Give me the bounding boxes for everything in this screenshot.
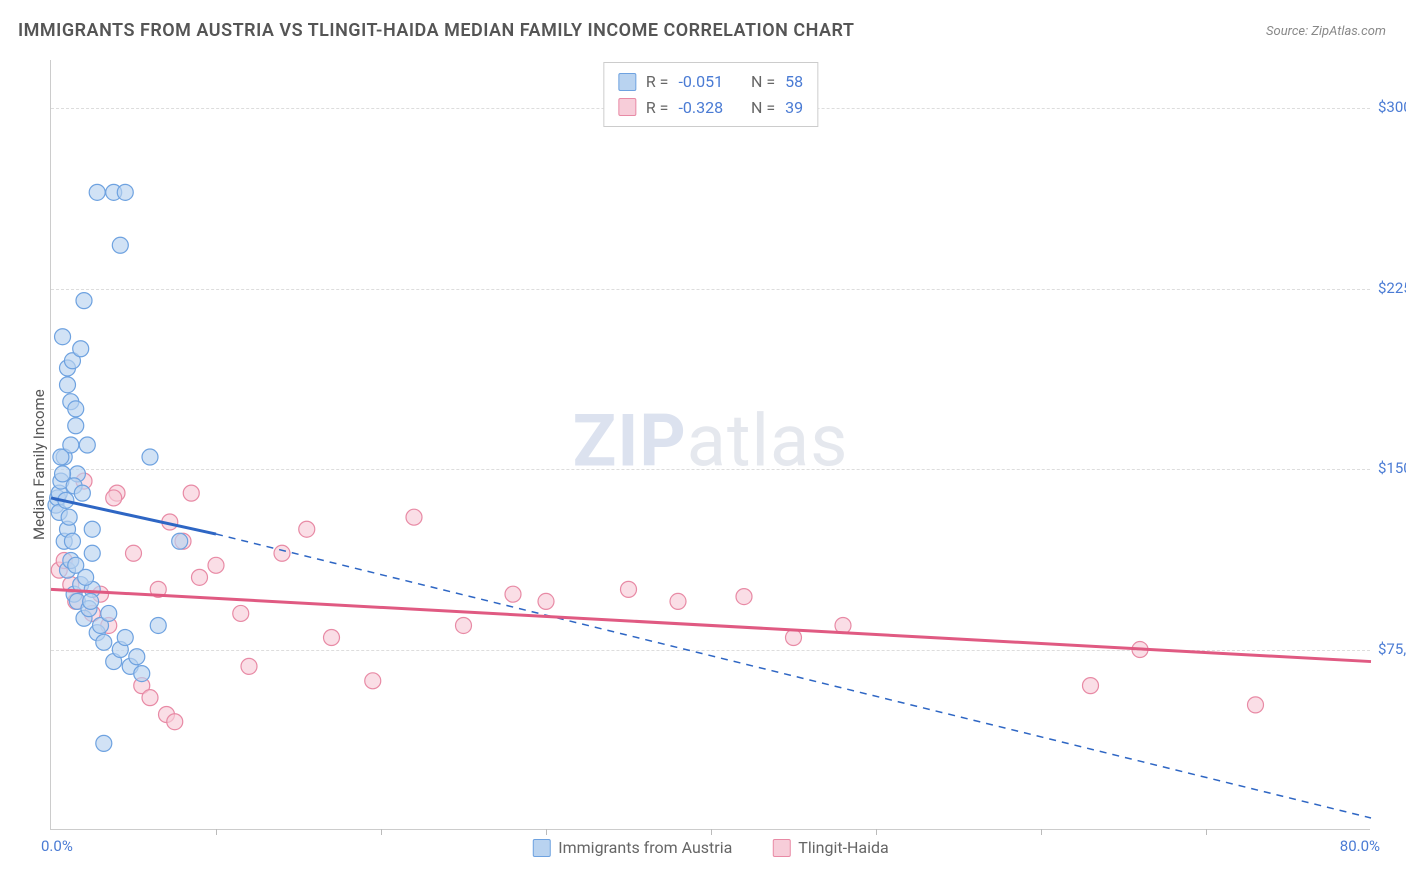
data-point <box>96 735 112 751</box>
data-point <box>55 329 71 345</box>
y-tick-label: $75,000 <box>1378 640 1406 658</box>
data-point <box>83 593 99 609</box>
data-point <box>61 509 77 525</box>
data-point <box>60 377 76 393</box>
data-point <box>129 649 145 665</box>
x-tick <box>876 829 877 835</box>
x-tick <box>1041 829 1042 835</box>
data-point <box>134 666 150 682</box>
data-point <box>1248 697 1264 713</box>
scatter-svg <box>51 60 1370 829</box>
stats-legend-box: R = -0.051 N = 58 R = -0.328 N = 39 <box>603 62 818 127</box>
data-point <box>74 485 90 501</box>
data-point <box>241 658 257 674</box>
data-point <box>101 605 117 621</box>
data-point <box>142 690 158 706</box>
data-point <box>183 485 199 501</box>
data-point <box>79 437 95 453</box>
y-tick-label: $150,000 <box>1378 459 1406 477</box>
data-point <box>736 589 752 605</box>
data-point <box>112 237 128 253</box>
stats-row-series-0: R = -0.051 N = 58 <box>618 69 803 95</box>
data-point <box>78 569 94 585</box>
x-tick <box>1206 829 1207 835</box>
data-point <box>365 673 381 689</box>
x-axis-max-label: 80.0% <box>1340 837 1380 855</box>
data-point <box>274 545 290 561</box>
chart-title: IMMIGRANTS FROM AUSTRIA VS TLINGIT-HAIDA… <box>18 20 854 41</box>
data-point <box>84 545 100 561</box>
data-point <box>150 617 166 633</box>
data-point <box>73 341 89 357</box>
data-point <box>117 630 133 646</box>
data-point <box>233 605 249 621</box>
legend-item-series-0: Immigrants from Austria <box>532 838 732 857</box>
x-tick <box>216 829 217 835</box>
data-point <box>538 593 554 609</box>
data-point <box>299 521 315 537</box>
data-point <box>208 557 224 573</box>
data-point <box>172 533 188 549</box>
x-tick <box>546 829 547 835</box>
data-point <box>1083 678 1099 694</box>
data-point <box>324 630 340 646</box>
data-point <box>192 569 208 585</box>
data-point <box>76 293 92 309</box>
data-point <box>55 466 71 482</box>
data-point <box>142 449 158 465</box>
data-point <box>670 593 686 609</box>
y-axis-title: Median Family Income <box>30 389 48 540</box>
chart-plot-area: ZIPatlas $75,000$150,000$225,000$300,000… <box>50 60 1370 830</box>
x-tick <box>381 829 382 835</box>
data-point <box>621 581 637 597</box>
trend-line-extrapolated <box>216 534 1371 818</box>
data-point <box>456 617 472 633</box>
data-point <box>406 509 422 525</box>
x-axis-min-label: 0.0% <box>41 837 73 855</box>
data-point <box>126 545 142 561</box>
trend-line <box>51 589 1371 661</box>
data-point <box>89 184 105 200</box>
data-point <box>106 490 122 506</box>
data-point <box>117 184 133 200</box>
legend-item-series-1: Tlingit-Haida <box>772 838 888 857</box>
data-point <box>505 586 521 602</box>
data-point <box>167 714 183 730</box>
x-tick <box>711 829 712 835</box>
data-point <box>68 418 84 434</box>
stats-row-series-1: R = -0.328 N = 39 <box>618 95 803 121</box>
y-tick-label: $300,000 <box>1378 98 1406 116</box>
y-tick-label: $225,000 <box>1378 279 1406 297</box>
data-point <box>786 630 802 646</box>
data-point <box>68 401 84 417</box>
data-point <box>53 449 69 465</box>
data-point <box>84 521 100 537</box>
data-point <box>64 533 80 549</box>
data-point <box>96 634 112 650</box>
source-attribution: Source: ZipAtlas.com <box>1266 24 1386 39</box>
bottom-legend: Immigrants from Austria Tlingit-Haida <box>532 838 888 857</box>
